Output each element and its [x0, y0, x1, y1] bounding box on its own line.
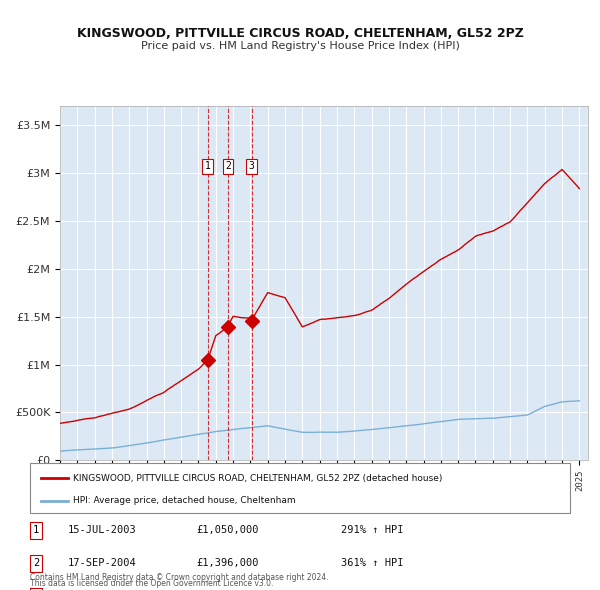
Text: 15-JUL-2003: 15-JUL-2003 — [68, 526, 136, 535]
Text: 3: 3 — [249, 162, 254, 171]
Text: This data is licensed under the Open Government Licence v3.0.: This data is licensed under the Open Gov… — [30, 579, 274, 588]
Text: 291% ↑ HPI: 291% ↑ HPI — [341, 526, 403, 535]
Text: 17-SEP-2004: 17-SEP-2004 — [68, 559, 136, 568]
Text: 2: 2 — [225, 162, 231, 171]
Text: 1: 1 — [205, 162, 211, 171]
Text: £1,050,000: £1,050,000 — [197, 526, 259, 535]
Text: Price paid vs. HM Land Registry's House Price Index (HPI): Price paid vs. HM Land Registry's House … — [140, 41, 460, 51]
FancyBboxPatch shape — [30, 463, 570, 513]
Text: 1: 1 — [33, 526, 39, 535]
Text: £1,396,000: £1,396,000 — [197, 559, 259, 568]
Text: Contains HM Land Registry data © Crown copyright and database right 2024.: Contains HM Land Registry data © Crown c… — [30, 573, 329, 582]
Text: KINGSWOOD, PITTVILLE CIRCUS ROAD, CHELTENHAM, GL52 2PZ: KINGSWOOD, PITTVILLE CIRCUS ROAD, CHELTE… — [77, 27, 523, 40]
Text: KINGSWOOD, PITTVILLE CIRCUS ROAD, CHELTENHAM, GL52 2PZ (detached house): KINGSWOOD, PITTVILLE CIRCUS ROAD, CHELTE… — [73, 474, 443, 483]
Text: HPI: Average price, detached house, Cheltenham: HPI: Average price, detached house, Chel… — [73, 496, 296, 505]
Text: 2: 2 — [33, 559, 39, 568]
Text: 361% ↑ HPI: 361% ↑ HPI — [341, 559, 403, 568]
